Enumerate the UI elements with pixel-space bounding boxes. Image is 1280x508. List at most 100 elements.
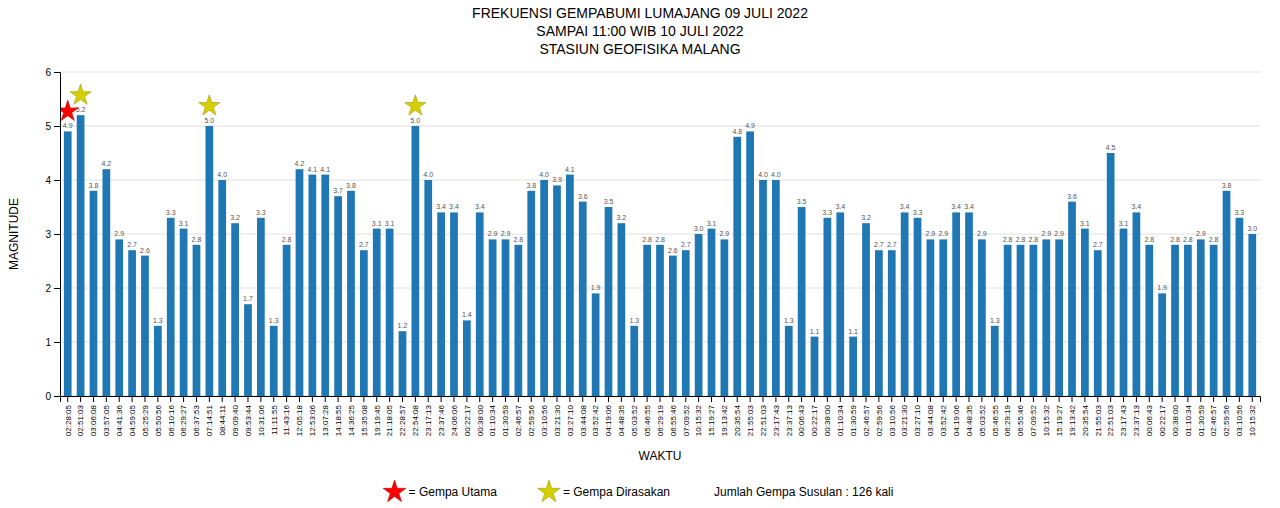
x-tick: 02:46:57 bbox=[1209, 396, 1218, 436]
x-tick: 01:10:34 bbox=[488, 396, 497, 436]
data-label: 3.8 bbox=[1222, 182, 1232, 189]
data-label: 3.8 bbox=[89, 182, 99, 189]
y-tick-mark bbox=[54, 180, 60, 181]
x-tick: 06:29:27 bbox=[179, 396, 188, 436]
x-tick: 00:38:00 bbox=[823, 396, 832, 436]
y-tick-label: 1 bbox=[45, 337, 51, 348]
x-tick-label: 23:17:43 bbox=[772, 404, 781, 436]
y-tick-mark bbox=[54, 234, 60, 235]
y-tick: 3 bbox=[45, 229, 60, 240]
x-tick-mark bbox=[1239, 396, 1240, 402]
y-tick-mark bbox=[54, 126, 60, 127]
x-tick: 15:19:27 bbox=[707, 396, 716, 436]
x-tick-label: 03:52:42 bbox=[939, 404, 948, 436]
data-label: 3.2 bbox=[230, 214, 240, 221]
bar bbox=[1017, 245, 1025, 396]
highlight-star bbox=[199, 95, 220, 115]
data-label: 4.1 bbox=[320, 166, 330, 173]
x-tick-label: 06:10:16 bbox=[167, 404, 176, 436]
x-tick-label: 21:55:03 bbox=[1094, 404, 1103, 436]
x-tick: 22:51:03 bbox=[759, 396, 768, 436]
x-tick-mark bbox=[1213, 396, 1214, 402]
x-tick-mark bbox=[466, 396, 467, 402]
data-label: 3.4 bbox=[449, 203, 459, 210]
x-tick: 03:44:08 bbox=[579, 396, 588, 436]
x-tick-mark bbox=[273, 396, 274, 402]
x-tick-mark bbox=[222, 396, 223, 402]
data-label: 3.2 bbox=[617, 214, 627, 221]
x-tick: 06:37:53 bbox=[192, 396, 201, 436]
x-tick-label: 21:18:05 bbox=[385, 404, 394, 436]
data-label: 3.1 bbox=[179, 220, 189, 227]
data-label: 3.8 bbox=[526, 182, 536, 189]
x-tick: 04:19:06 bbox=[604, 396, 613, 436]
x-tick-label: 00:22:17 bbox=[1158, 404, 1167, 436]
data-label: 5.0 bbox=[204, 117, 214, 124]
x-tick: 02:51:03 bbox=[76, 396, 85, 436]
data-label: 2.8 bbox=[1016, 236, 1026, 243]
legend-label: = Gempa Dirasakan bbox=[563, 485, 670, 499]
data-label: 3.1 bbox=[1080, 220, 1090, 227]
bar bbox=[939, 239, 947, 396]
x-tick-label: 23:17:13 bbox=[424, 404, 433, 436]
grid-line bbox=[60, 180, 1260, 181]
x-tick: 13:07:28 bbox=[321, 396, 330, 436]
data-labels: 4.95.23.84.22.92.72.61.33.33.12.85.04.03… bbox=[63, 106, 1257, 334]
bar bbox=[566, 175, 574, 396]
bar bbox=[1004, 245, 1012, 396]
x-tick: 21:18:05 bbox=[385, 396, 394, 436]
data-label: 2.7 bbox=[874, 241, 884, 248]
y-axis: 0123456 bbox=[45, 67, 60, 402]
grid-line bbox=[60, 72, 1260, 73]
x-tick-label: 06:55:46 bbox=[669, 404, 678, 436]
x-tick-mark bbox=[556, 396, 557, 402]
data-label: 4.2 bbox=[295, 160, 305, 167]
x-tick-label: 01:30:59 bbox=[1197, 404, 1206, 436]
data-label: 1.3 bbox=[629, 317, 639, 324]
bar bbox=[811, 337, 819, 396]
x-tick: 20:35:54 bbox=[733, 396, 742, 436]
bar bbox=[283, 245, 291, 396]
x-tick: 06:10:16 bbox=[167, 396, 176, 436]
data-label: 2.6 bbox=[140, 247, 150, 254]
x-tick-mark bbox=[1226, 396, 1227, 402]
x-tick-label: 03:44:08 bbox=[926, 404, 935, 436]
x-tick: 00:38:00 bbox=[476, 396, 485, 436]
bar bbox=[154, 326, 162, 396]
data-label: 1.9 bbox=[591, 284, 601, 291]
x-tick-label: 20:35:54 bbox=[1081, 404, 1090, 436]
x-tick-label: 20:35:54 bbox=[733, 404, 742, 436]
x-tick: 23:17:43 bbox=[772, 396, 781, 436]
x-tick-label: 23:37:13 bbox=[1132, 404, 1141, 436]
x-tick-label: 22:51:03 bbox=[1106, 404, 1115, 436]
x-tick-label: 05:03:52 bbox=[630, 404, 639, 436]
x-tick: 02:46:57 bbox=[514, 396, 523, 436]
y-tick: 2 bbox=[45, 283, 60, 294]
x-tick-label: 01:10:34 bbox=[836, 404, 845, 436]
x-tick-mark bbox=[183, 396, 184, 402]
x-tick-label: 12:53:06 bbox=[308, 404, 317, 436]
x-tick-mark bbox=[376, 396, 377, 402]
x-tick: 14:18:55 bbox=[334, 396, 343, 436]
bar bbox=[180, 229, 188, 396]
data-label: 3.1 bbox=[372, 220, 382, 227]
x-tick-mark bbox=[569, 396, 570, 402]
x-tick: 19:13:42 bbox=[720, 396, 729, 436]
bar bbox=[386, 229, 394, 396]
bar bbox=[231, 223, 239, 396]
highlight-star bbox=[70, 84, 91, 104]
y-tick-mark bbox=[54, 396, 60, 397]
x-tick: 05:50:56 bbox=[154, 396, 163, 436]
x-tick-mark bbox=[1084, 396, 1085, 402]
bar bbox=[1042, 239, 1050, 396]
bar bbox=[862, 223, 870, 396]
data-label: 1.4 bbox=[462, 311, 472, 318]
x-tick-label: 09:09:40 bbox=[231, 404, 240, 436]
x-tick: 05:03:52 bbox=[978, 396, 987, 436]
data-label: 2.9 bbox=[720, 230, 730, 237]
bar bbox=[1145, 245, 1153, 396]
bar bbox=[798, 207, 806, 396]
x-tick: 00:06:43 bbox=[1145, 396, 1154, 436]
x-tick-label: 13:07:28 bbox=[321, 404, 330, 436]
x-tick: 02:46:57 bbox=[862, 396, 871, 436]
